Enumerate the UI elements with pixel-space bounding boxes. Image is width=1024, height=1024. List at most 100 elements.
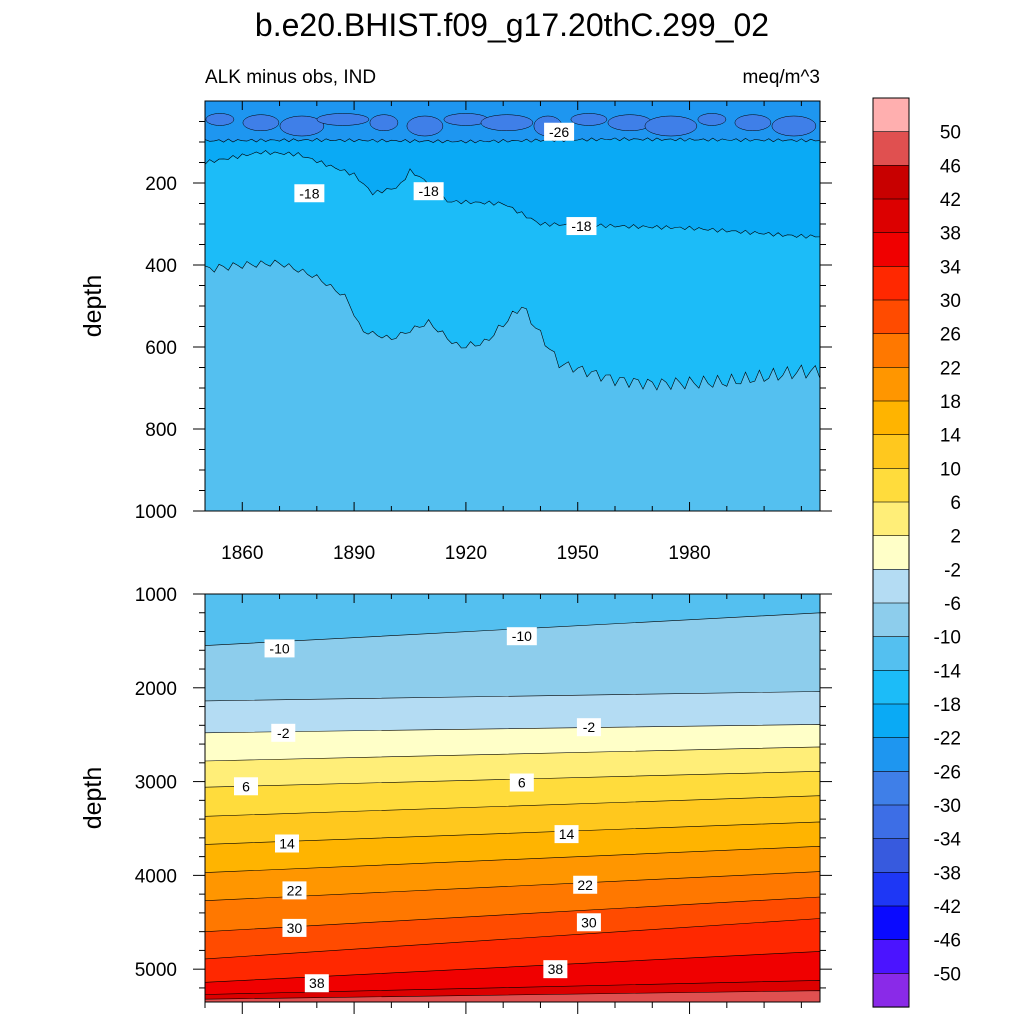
colorbar-label: -18 bbox=[934, 695, 961, 716]
upper-contour-label-bg bbox=[544, 122, 575, 141]
colorbar-box bbox=[872, 804, 910, 840]
subtitle-right: meq/m^3 bbox=[742, 67, 820, 88]
lower-contour-label: 6 bbox=[509, 773, 534, 792]
colorbar: 50 46 42 38 34 30 26 22 18 14 10 6 2 -2 -6 -10 -14 -18 -22… bbox=[872, 97, 962, 1008]
lower-contour-label: 38 bbox=[304, 974, 329, 993]
lower-contour-label-bg bbox=[554, 825, 579, 844]
upper-surface-patch bbox=[644, 115, 698, 137]
upper-contour-label: -26 bbox=[544, 122, 575, 141]
colorbar-box bbox=[872, 973, 910, 1008]
lower-band-14 bbox=[205, 990, 820, 1002]
colorbar-box bbox=[872, 939, 910, 974]
lower-contour-label-text: 22 bbox=[577, 877, 593, 893]
upper-surface-patch bbox=[771, 115, 817, 137]
colorbar-box bbox=[872, 400, 910, 436]
colorbar-label: -38 bbox=[934, 863, 961, 884]
colorbar-label: 42 bbox=[940, 190, 961, 211]
lower-y-tick-label: 5000 bbox=[135, 960, 177, 981]
lower-contour-label-text: 14 bbox=[279, 835, 295, 851]
lower-contour-label-bg bbox=[576, 718, 601, 737]
lower-contour-label: 6 bbox=[234, 777, 258, 796]
lower-y-tick-label: 2000 bbox=[135, 679, 177, 700]
upper-x-tick-label: 1950 bbox=[557, 543, 599, 564]
colorbar-box bbox=[872, 670, 910, 705]
upper-x-tick-label: 1920 bbox=[445, 543, 487, 564]
lower-contour-label-bg bbox=[264, 639, 295, 658]
colorbar-box bbox=[872, 838, 910, 873]
lower-contour-label: -2 bbox=[271, 723, 296, 742]
lower-contour-label-bg bbox=[275, 834, 299, 853]
upper-x-tick-label: 1890 bbox=[333, 543, 375, 564]
lower-contour-label: 22 bbox=[282, 881, 307, 900]
colorbar-label: 14 bbox=[940, 426, 962, 447]
colorbar-box bbox=[872, 131, 910, 166]
colorbar-box bbox=[872, 872, 910, 907]
lower-contour-label-text: 22 bbox=[287, 882, 303, 898]
upper-surface-patch bbox=[480, 114, 534, 131]
upper-x-tick-label: 1860 bbox=[221, 543, 263, 564]
upper-surface-patch bbox=[734, 114, 772, 131]
upper-y-axis-label: depth bbox=[79, 275, 107, 338]
lower-y-axis-label: depth bbox=[79, 767, 107, 830]
lower-contour-label: -10 bbox=[506, 627, 537, 646]
lower-contour-label: 14 bbox=[554, 825, 579, 844]
upper-surface-patch bbox=[570, 113, 608, 126]
lower-contour-label-text: -10 bbox=[512, 628, 532, 644]
lower-panel: -10 -10 -2 -2 6 6 14 14 22 22 30 30 38 38 1000 2000 300… bbox=[79, 585, 832, 1014]
lower-contour-fill bbox=[205, 594, 820, 1002]
colorbar-label: 6 bbox=[950, 493, 961, 514]
upper-surface-patch bbox=[369, 114, 399, 131]
colorbar-label: -14 bbox=[934, 661, 962, 682]
colorbar-box bbox=[872, 501, 910, 537]
colorbar-label: -6 bbox=[944, 594, 961, 615]
upper-y-tick-label: 200 bbox=[145, 174, 177, 195]
colorbar-label: -2 bbox=[944, 560, 961, 581]
upper-surface-patch bbox=[697, 113, 727, 126]
colorbar-label: 30 bbox=[940, 291, 961, 312]
colorbar-box bbox=[872, 468, 910, 503]
lower-contour-label: 38 bbox=[543, 960, 568, 979]
upper-x-tick-label: 1980 bbox=[668, 543, 710, 564]
lower-y-axis: 1000 2000 3000 4000 5000 bbox=[135, 585, 832, 989]
colorbar-box bbox=[872, 636, 910, 671]
lower-contour-label-bg bbox=[282, 918, 307, 937]
lower-contour-label-text: 38 bbox=[548, 961, 564, 977]
upper-surface-patch bbox=[242, 114, 280, 131]
lower-contour-label-text: 6 bbox=[242, 778, 250, 794]
lower-y-tick-label: 4000 bbox=[135, 866, 177, 887]
lower-contour-label-bg bbox=[509, 773, 534, 792]
colorbar-label: -42 bbox=[934, 897, 961, 918]
colorbar-label: -26 bbox=[934, 762, 961, 783]
lower-contour-label-bg bbox=[576, 913, 601, 932]
colorbar-box bbox=[872, 333, 910, 368]
lower-contour-label-text: -2 bbox=[277, 725, 290, 741]
colorbar-label: 26 bbox=[940, 325, 961, 346]
lower-contour-label: 30 bbox=[576, 913, 601, 932]
upper-y-tick-label: 1000 bbox=[135, 502, 177, 523]
lower-contour-label-text: 30 bbox=[287, 920, 303, 936]
colorbar-box bbox=[872, 434, 910, 469]
upper-contour-label-text: -18 bbox=[419, 183, 439, 199]
colorbar-box bbox=[872, 569, 910, 604]
lower-contour-label: -2 bbox=[576, 718, 601, 737]
subtitle-left: ALK minus obs, IND bbox=[205, 67, 376, 88]
lower-plot-frame bbox=[204, 593, 821, 1003]
upper-contour-label-bg bbox=[294, 184, 325, 203]
lower-contour-label-text: -2 bbox=[583, 719, 596, 735]
colorbar-box bbox=[872, 771, 910, 806]
lower-y-tick-label: 1000 bbox=[135, 585, 177, 606]
lower-y-tick-label: 3000 bbox=[135, 773, 177, 794]
colorbar-label: -30 bbox=[934, 796, 961, 817]
upper-contour-fill bbox=[205, 101, 820, 511]
lower-contour-label-text: -10 bbox=[269, 640, 289, 656]
upper-contour-label: -18 bbox=[566, 217, 597, 236]
upper-surface-patch bbox=[316, 113, 370, 126]
colorbar-box bbox=[872, 97, 910, 133]
lower-contour-label-text: 30 bbox=[581, 914, 597, 930]
lower-contour-label-bg bbox=[282, 881, 307, 900]
colorbar-label: 38 bbox=[940, 224, 961, 245]
colorbar-label: -50 bbox=[934, 964, 961, 985]
upper-contour-label-text: -18 bbox=[299, 185, 319, 201]
upper-contour-label-bg bbox=[413, 182, 444, 201]
colorbar-label: 34 bbox=[940, 257, 962, 278]
